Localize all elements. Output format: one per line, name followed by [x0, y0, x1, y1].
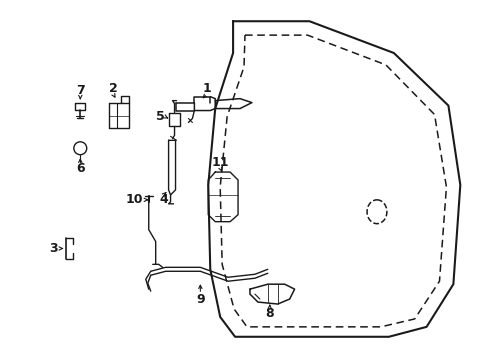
Text: 1: 1: [203, 82, 211, 95]
Text: 3: 3: [49, 242, 58, 255]
Text: 2: 2: [108, 82, 117, 95]
Text: 6: 6: [76, 162, 84, 175]
Text: 4: 4: [159, 193, 168, 206]
Text: 5: 5: [156, 110, 164, 123]
Text: 9: 9: [196, 293, 204, 306]
Text: 11: 11: [211, 156, 228, 168]
Text: 8: 8: [265, 307, 274, 320]
Text: 10: 10: [125, 193, 142, 206]
Text: 7: 7: [76, 84, 84, 97]
